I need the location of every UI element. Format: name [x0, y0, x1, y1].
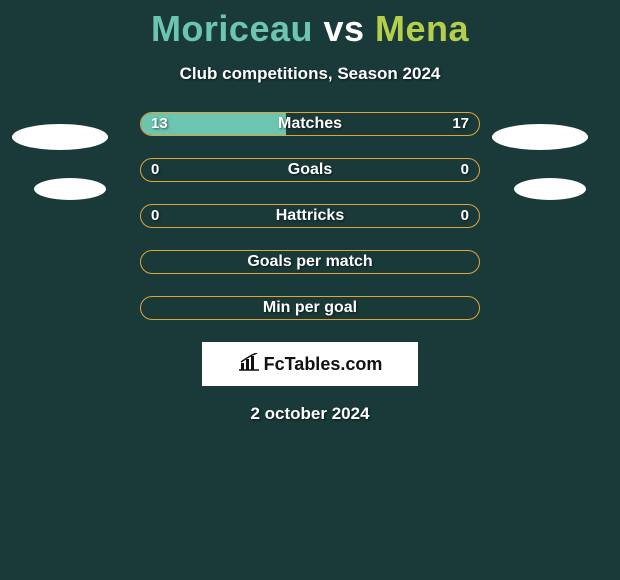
player-placeholder-oval	[12, 124, 108, 150]
stat-left-value: 0	[151, 159, 159, 181]
stat-rows: Matches1317Goals00Hattricks00Goals per m…	[140, 112, 480, 320]
vs-separator: vs	[313, 8, 375, 49]
source-logo: FcTables.com	[238, 353, 383, 376]
player2-name: Mena	[375, 8, 469, 49]
source-logo-box: FcTables.com	[202, 342, 418, 386]
stat-label: Hattricks	[141, 205, 479, 227]
stat-row: Goals per match	[140, 250, 480, 274]
bar-chart-icon	[238, 353, 260, 376]
stat-row: Goals0 0	[140, 158, 480, 182]
subtitle: Club competitions, Season 2024	[0, 64, 620, 84]
stat-left-value: 0	[151, 205, 159, 227]
source-logo-text: FcTables.com	[264, 354, 383, 375]
stat-row: Matches13 17	[140, 112, 480, 136]
player1-name: Moriceau	[151, 8, 313, 49]
stat-left-value: 13	[151, 113, 168, 135]
comparison-infographic: Moriceau vs Mena Club competitions, Seas…	[0, 0, 620, 580]
page-title: Moriceau vs Mena	[0, 0, 620, 50]
stat-right-value: 0	[461, 159, 469, 181]
stat-right-value: 17	[452, 113, 469, 135]
player-placeholder-oval	[34, 178, 106, 200]
stat-label: Goals per match	[141, 251, 479, 273]
stat-label: Min per goal	[141, 297, 479, 319]
date-line: 2 october 2024	[0, 404, 620, 424]
stat-row: Min per goal	[140, 296, 480, 320]
stat-right-value: 0	[461, 205, 469, 227]
player-placeholder-oval	[514, 178, 586, 200]
stat-label: Goals	[141, 159, 479, 181]
stat-label: Matches	[141, 113, 479, 135]
player-placeholder-oval	[492, 124, 588, 150]
stat-row: Hattricks0 0	[140, 204, 480, 228]
